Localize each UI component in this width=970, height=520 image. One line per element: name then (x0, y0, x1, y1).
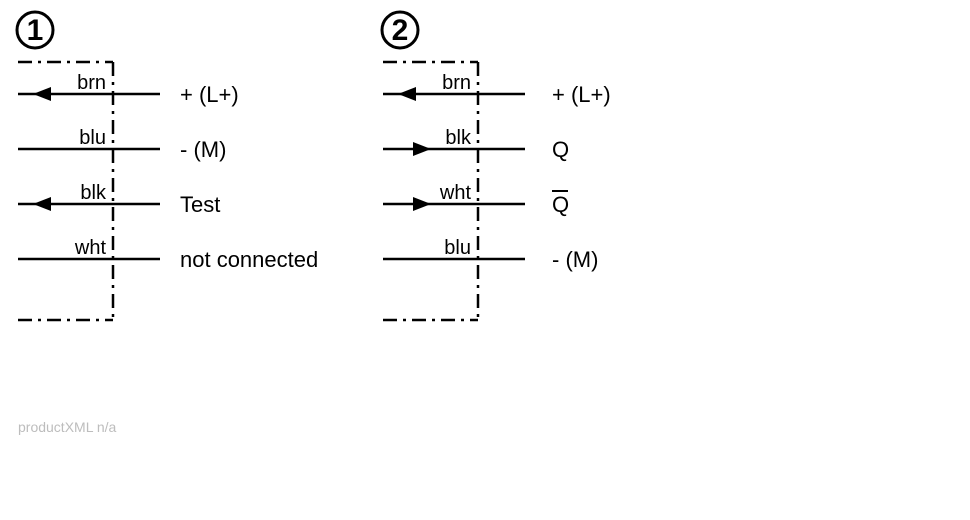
wire-color-label: brn (442, 72, 471, 94)
arrow-right-icon (413, 142, 431, 156)
signal-label: Q (552, 192, 569, 217)
wire-color-label: blk (80, 182, 107, 204)
signal-label: + (L+) (552, 82, 611, 107)
wire-color-label: blk (445, 127, 472, 149)
signal-label: - (M) (552, 247, 598, 272)
wire-row: blu - (M) (18, 127, 226, 162)
arrow-left-icon (33, 197, 51, 211)
arrow-left-icon (398, 87, 416, 101)
signal-label: + (L+) (180, 82, 239, 107)
connector-1: 1 brn + (L+) blu - (M) blk Test wht not connecte… (17, 12, 318, 320)
arrow-left-icon (33, 87, 51, 101)
wire-color-label: wht (439, 182, 472, 204)
wiring-diagram: 1 brn + (L+) blu - (M) blk Test wht not connecte… (0, 0, 970, 520)
wire-row: brn + (L+) (383, 72, 611, 107)
connector-number: 1 (27, 14, 44, 47)
connector-2: 2 brn + (L+) blk Qwht Qblu - (M) (382, 12, 611, 320)
connector-number: 2 (392, 14, 409, 47)
signal-label: Q (552, 137, 569, 162)
wire-row: blk Q (383, 127, 569, 162)
footer-text: productXML n/a (18, 419, 117, 435)
wire-color-label: blu (79, 127, 106, 149)
wire-row: wht Q (383, 182, 569, 217)
signal-label: Test (180, 192, 220, 217)
wire-row: blu - (M) (383, 237, 598, 272)
wire-color-label: blu (444, 237, 471, 259)
wire-row: brn + (L+) (18, 72, 239, 107)
signal-label: not connected (180, 247, 318, 272)
arrow-right-icon (413, 197, 431, 211)
wire-row: wht not connected (18, 237, 318, 272)
wire-color-label: wht (74, 237, 107, 259)
wire-row: blk Test (18, 182, 220, 217)
signal-label: - (M) (180, 137, 226, 162)
wire-color-label: brn (77, 72, 106, 94)
